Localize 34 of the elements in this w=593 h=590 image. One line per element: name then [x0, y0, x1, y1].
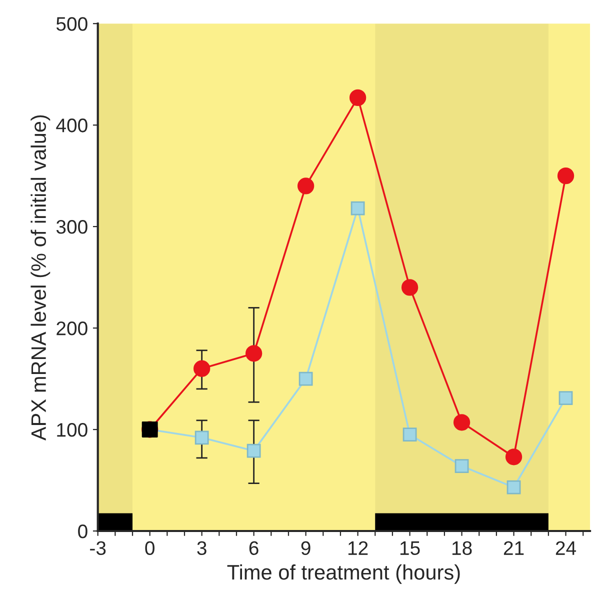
- point: [402, 428, 417, 442]
- x-axis-title: Time of treatment (hours): [227, 564, 460, 584]
- point: [193, 360, 210, 377]
- point: [298, 372, 313, 386]
- point: [349, 89, 366, 106]
- point: [245, 345, 262, 362]
- y-tick-label: 500: [56, 17, 88, 31]
- point: [557, 167, 574, 184]
- point: [558, 391, 573, 406]
- x-tick-label: 24: [556, 541, 576, 555]
- x-tick-label: 12: [348, 541, 368, 555]
- x-tick-label: 15: [400, 541, 420, 556]
- point: [506, 480, 521, 494]
- point: [194, 430, 209, 445]
- point: [350, 201, 365, 216]
- y-tick-label: 0: [78, 524, 88, 538]
- y-tick-label: 200: [56, 322, 88, 336]
- point: [505, 448, 522, 466]
- point: [297, 178, 314, 194]
- x-tick-label: 0: [145, 541, 154, 556]
- point: [454, 459, 469, 473]
- x-tick-label: 6: [249, 541, 258, 556]
- y-axis-title: APX mRNA level (% of initial value): [30, 115, 50, 441]
- x-tick-label: 21: [504, 541, 524, 555]
- x-tick-label: -3: [90, 541, 106, 556]
- point: [246, 444, 261, 458]
- y-tick-label: 300: [56, 220, 88, 234]
- x-tick-label: 9: [301, 541, 310, 556]
- y-tick-label: 400: [56, 118, 88, 132]
- x-tick-label: 18: [452, 541, 472, 556]
- point: [453, 414, 470, 431]
- x-tick-label: 3: [197, 541, 206, 556]
- point: [401, 279, 418, 296]
- y-tick-label: 100: [57, 422, 88, 437]
